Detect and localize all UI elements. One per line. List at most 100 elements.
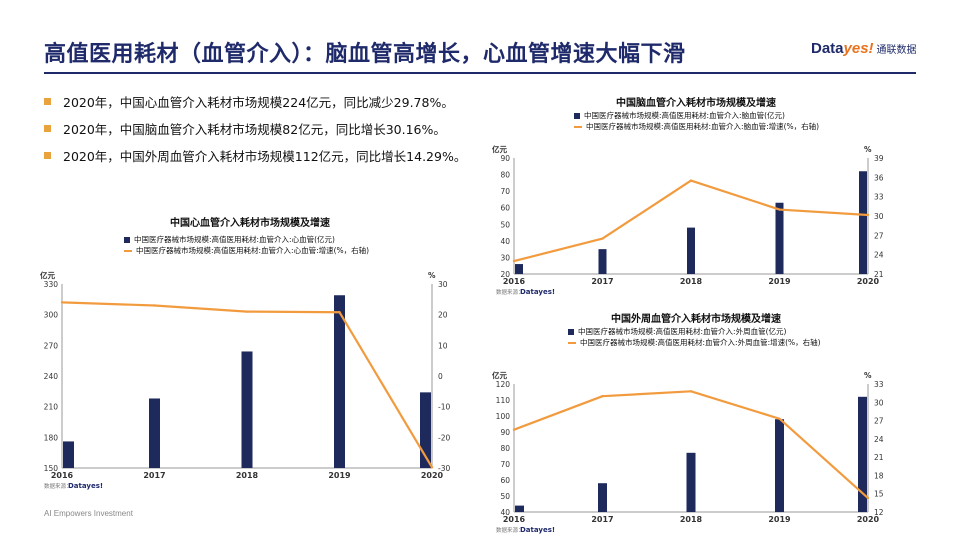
right-tick-label: 0 xyxy=(438,372,443,381)
left-tick-label: 240 xyxy=(44,372,59,381)
left-tick-label: 210 xyxy=(44,403,59,412)
right-axis-unit: % xyxy=(428,271,436,280)
bar-2018 xyxy=(241,351,253,468)
logo-accent: yes! xyxy=(843,40,874,57)
right-axis-unit: % xyxy=(864,145,872,154)
left-tick-label: 180 xyxy=(44,433,59,442)
source-label: 数据来源： xyxy=(44,482,72,490)
right-tick-label: 24 xyxy=(874,251,884,260)
right-tick-label: 15 xyxy=(874,490,884,499)
source-label: 数据来源： xyxy=(496,288,524,296)
legend-line-label: 中国医疗器械市场规模:高值医用耗材:血管介入:外周血管:增速(%，右轴) xyxy=(580,338,821,347)
left-axis-unit: 亿元 xyxy=(492,370,507,380)
left-tick-label: 70 xyxy=(500,460,510,469)
left-tick-label: 60 xyxy=(500,204,510,213)
bar-2018 xyxy=(686,452,696,512)
growth-point-2018 xyxy=(245,310,249,313)
growth-point-2019 xyxy=(338,311,341,314)
bar-2017 xyxy=(598,483,607,512)
chart-title: 中国脑血管介入耗材市场规模及增速 xyxy=(616,98,776,109)
legend-line-label: 中国医疗器械市场规模:高值医用耗材:血管介入:心血管:增速(%，右轴) xyxy=(136,246,370,255)
growth-point-2016 xyxy=(512,259,516,263)
bullet-square-icon xyxy=(44,97,51,105)
right-tick-label: 30 xyxy=(874,398,884,407)
x-tick-label: 2017 xyxy=(591,515,613,524)
bar-2020 xyxy=(420,392,431,468)
growth-point-2017 xyxy=(153,304,156,307)
cerebral-chart: 中国脑血管介入耗材市场规模及增速 中国医疗器械市场规模:高值医用耗材:血管介入:… xyxy=(492,94,896,304)
right-tick-label: 21 xyxy=(874,453,884,462)
logo-main: Data xyxy=(811,40,844,57)
x-tick-label: 2018 xyxy=(680,515,703,524)
left-tick-label: 50 xyxy=(500,492,510,501)
right-tick-label: -10 xyxy=(438,403,450,412)
right-tick-label: 18 xyxy=(874,471,884,480)
left-tick-label: 120 xyxy=(496,380,511,389)
left-tick-label: 270 xyxy=(44,341,59,350)
right-tick-label: 20 xyxy=(438,311,448,320)
left-tick-label: 110 xyxy=(496,396,511,405)
source-label: 数据来源： xyxy=(496,526,524,534)
legend-bar-swatch xyxy=(568,328,574,335)
footer-tagline: AI Empowers Investment xyxy=(44,509,133,518)
growth-point-2020 xyxy=(866,496,870,500)
right-tick-label: -30 xyxy=(438,464,450,473)
left-axis-unit: 亿元 xyxy=(40,270,55,280)
growth-point-2016 xyxy=(60,301,64,304)
source-logo: Datayes! xyxy=(68,482,103,490)
bar-2016 xyxy=(515,505,524,512)
x-tick-label: 2019 xyxy=(768,277,791,286)
chart-title: 中国外周血管介入耗材市场规模及增速 xyxy=(611,314,781,325)
bullet-text: 2020年，中国心血管介入耗材市场规模224亿元，同比减少29.78%。 xyxy=(63,94,454,110)
right-tick-label: 10 xyxy=(438,341,448,350)
bar-2019 xyxy=(775,419,784,512)
growth-point-2019 xyxy=(778,417,781,420)
left-tick-label: 90 xyxy=(500,154,510,163)
x-tick-label: 2016 xyxy=(51,471,74,480)
legend-bar-swatch xyxy=(574,112,580,119)
peripheral-chart: 中国外周血管介入耗材市场规模及增速 中国医疗器械市场规模:高值医用耗材:血管介入… xyxy=(492,310,896,534)
right-tick-label: 33 xyxy=(874,380,884,389)
growth-point-2018 xyxy=(689,179,693,182)
x-tick-label: 2018 xyxy=(680,277,703,286)
left-tick-label: 80 xyxy=(500,171,510,180)
right-tick-label: 27 xyxy=(874,231,884,240)
growth-point-2017 xyxy=(601,237,604,240)
left-tick-label: 30 xyxy=(500,253,510,262)
legend-bar-label: 中国医疗器械市场规模:高值医用耗材:血管介入:心血管(亿元) xyxy=(134,235,335,244)
left-tick-label: 300 xyxy=(44,311,59,320)
right-tick-label: 24 xyxy=(874,435,884,444)
bullet-square-icon xyxy=(44,124,51,132)
left-tick-label: 70 xyxy=(500,187,510,196)
bar-2016 xyxy=(63,441,74,468)
x-tick-label: 2020 xyxy=(857,515,880,524)
bullet-text: 2020年，中国外周血管介入耗材市场规模112亿元，同比增长14.29%。 xyxy=(63,148,467,164)
chart-title: 中国心血管介入耗材市场规模及增速 xyxy=(170,218,330,229)
bullet-list: 2020年，中国心血管介入耗材市场规模224亿元，同比减少29.78%。 202… xyxy=(44,92,466,173)
left-tick-label: 40 xyxy=(500,237,510,246)
bullet-item: 2020年，中国外周血管介入耗材市场规模112亿元，同比增长14.29%。 xyxy=(44,146,466,164)
bar-2019 xyxy=(775,202,784,274)
growth-point-2018 xyxy=(689,390,693,393)
legend-bar-swatch xyxy=(124,236,130,243)
legend-item-line: 中国医疗器械市场规模:高值医用耗材:血管介入:外周血管:增速(%，右轴) xyxy=(568,337,821,348)
source-logo: Datayes! xyxy=(520,526,555,534)
right-tick-label: 27 xyxy=(874,417,884,426)
right-tick-label: 21 xyxy=(874,270,884,279)
right-tick-label: 30 xyxy=(874,212,884,221)
chart-legend: 中国医疗器械市场规模:高值医用耗材:血管介入:外周血管(亿元) 中国医疗器械市场… xyxy=(568,326,821,348)
legend-item-bar: 中国医疗器械市场规模:高值医用耗材:血管介入:心血管(亿元) xyxy=(124,234,369,245)
chart-plot: 亿元 % 150 180 210 240 270 300 330 -30 -20 -10 0 10 20 30… xyxy=(40,270,450,490)
legend-line-swatch xyxy=(568,341,576,344)
bullet-square-icon xyxy=(44,151,51,159)
cardio-chart: 中国心血管介入耗材市场规模及增速 中国医疗器械市场规模:高值医用耗材:血管介入:… xyxy=(40,214,460,504)
x-tick-label: 2016 xyxy=(503,515,526,524)
legend-item-line: 中国医疗器械市场规模:高值医用耗材:血管介入:脑血管:增速(%，右轴) xyxy=(574,121,819,132)
legend-bar-label: 中国医疗器械市场规模:高值医用耗材:血管介入:脑血管(亿元) xyxy=(584,111,785,120)
bullet-item: 2020年，中国脑血管介入耗材市场规模82亿元，同比增长30.16%。 xyxy=(44,119,466,137)
left-tick-label: 50 xyxy=(500,220,510,229)
legend-line-label: 中国医疗器械市场规模:高值医用耗材:血管介入:脑血管:增速(%，右轴) xyxy=(586,122,820,131)
growth-point-2020 xyxy=(866,213,870,217)
right-tick-label: 30 xyxy=(438,280,448,289)
bar-2019 xyxy=(334,295,345,468)
